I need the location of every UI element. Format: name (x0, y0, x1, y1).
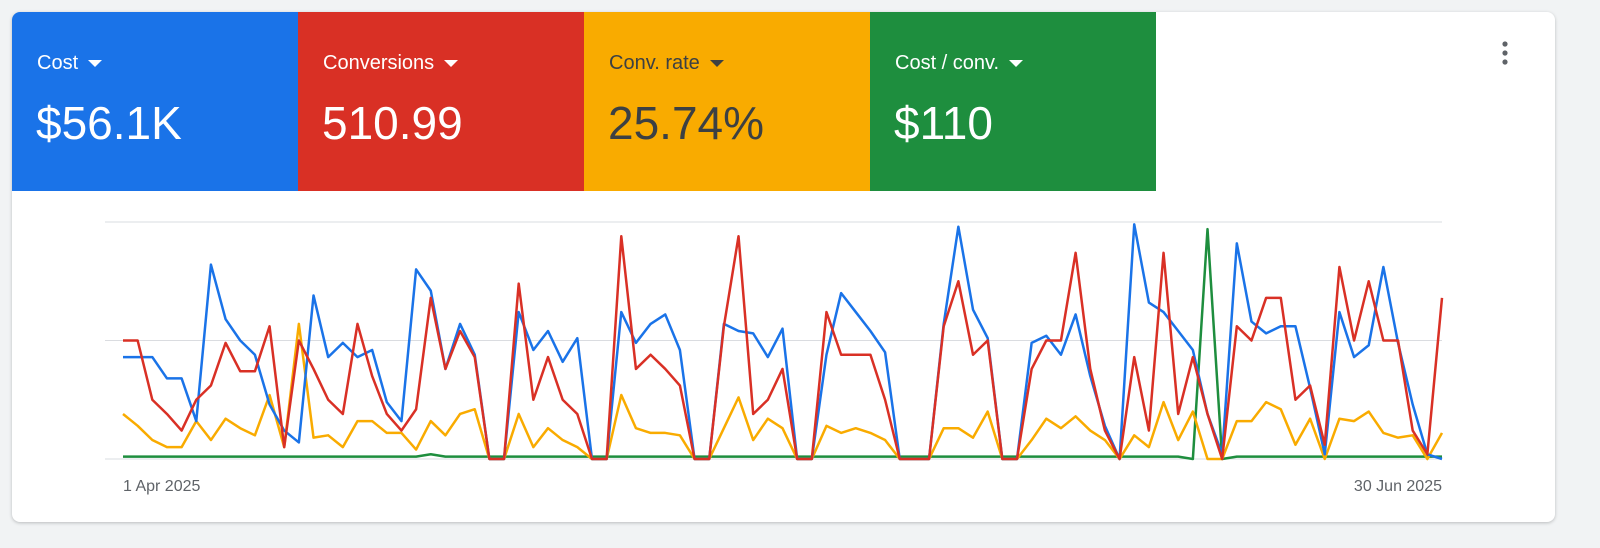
metric-label: Cost (37, 52, 103, 75)
series-line (122, 322, 1444, 461)
metric-label-text: Cost (37, 52, 79, 74)
dropdown-arrow[interactable] (88, 60, 103, 68)
series-line (123, 234, 1444, 461)
metric-value: 510.99 (322, 97, 463, 149)
more-menu[interactable] (1500, 40, 1510, 68)
metric-label: Cost / conv. (895, 52, 1024, 75)
dropdown-arrow[interactable] (709, 60, 724, 68)
metric-tile[interactable]: Cost / conv. $110 (870, 12, 1156, 191)
metric-label: Conv. rate (609, 52, 724, 75)
metric-label-text: Cost / conv. (895, 52, 1000, 74)
x-tick-label: 30 Jun 2025 (1354, 478, 1442, 495)
scorecard-card: Cost $56.1K Conversions 510.99 Conv. rate 25.… (12, 12, 1555, 522)
x-tick-label: 1 Apr 2025 (123, 478, 201, 495)
metric-tile[interactable]: Conv. rate 25.74% (584, 12, 870, 191)
metric-tile[interactable]: Cost $56.1K (12, 12, 298, 191)
metric-value: 25.74% (608, 97, 765, 149)
dropdown-arrow[interactable] (1009, 60, 1024, 68)
metric-label-text: Conv. rate (609, 52, 700, 74)
series-line (123, 223, 1443, 461)
metric-value: $56.1K (36, 97, 182, 149)
metric-value: $110 (894, 97, 993, 149)
series-line (123, 227, 1442, 461)
metric-label: Conversions (323, 52, 459, 75)
dropdown-arrow[interactable] (444, 60, 459, 68)
metric-label-text: Conversions (323, 52, 435, 74)
metric-tile[interactable]: Conversions 510.99 (298, 12, 584, 191)
